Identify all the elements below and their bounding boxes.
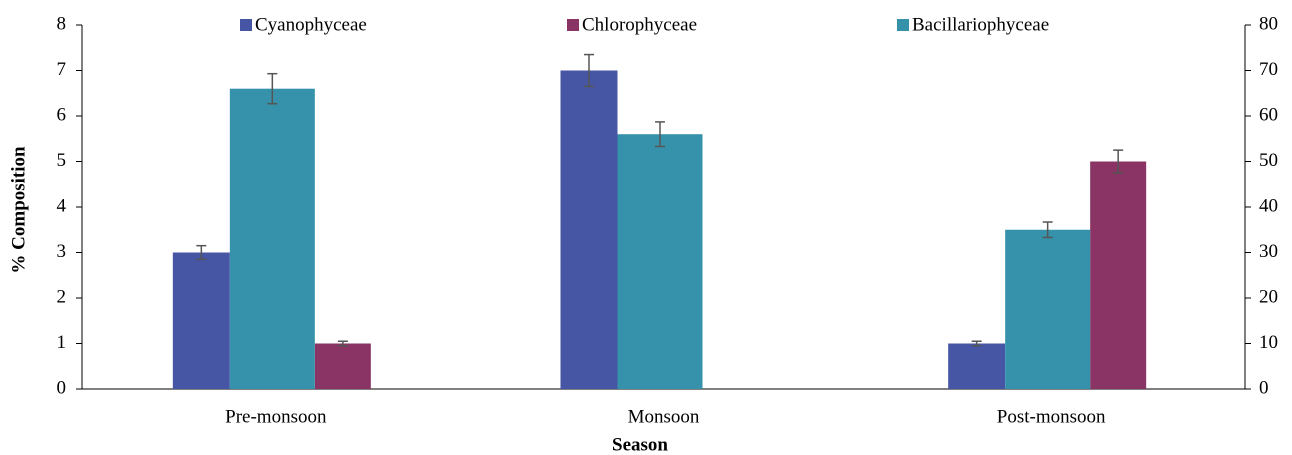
x-tick-label: Monsoon — [628, 406, 700, 427]
y2-tick-label: 10 — [1259, 332, 1278, 353]
bar — [229, 88, 315, 389]
y2-tick-label: 0 — [1259, 377, 1269, 398]
x-axis-title: Season — [612, 434, 668, 455]
bar — [1090, 161, 1147, 389]
y-tick-label: 6 — [57, 104, 67, 125]
error-bar — [267, 72, 278, 105]
bar — [948, 343, 1006, 389]
y-tick-label: 7 — [57, 59, 67, 80]
error-bar — [971, 340, 982, 347]
legend-label: Chlorophyceae — [582, 14, 697, 35]
error-bar — [1042, 221, 1053, 239]
y2-tick-label: 80 — [1259, 13, 1278, 34]
error-bar — [584, 53, 594, 88]
y-tick-label: 3 — [57, 241, 67, 262]
x-tick-label: Pre-monsoon — [225, 406, 327, 427]
error-bar — [1113, 149, 1124, 174]
y2-tick-label: 70 — [1259, 59, 1278, 80]
y2-tick-label: 30 — [1259, 241, 1278, 262]
x-tick-label: Post-monsoon — [997, 406, 1106, 427]
y-tick-label: 1 — [57, 332, 67, 353]
legend-label: Cyanophyceae — [255, 14, 367, 35]
bar — [617, 134, 703, 389]
y-tick-label: 8 — [57, 13, 67, 34]
y2-tick-label: 60 — [1259, 104, 1278, 125]
bar — [314, 343, 371, 389]
y-tick-label: 5 — [57, 150, 67, 171]
bar — [172, 252, 230, 389]
legend-label: Bacillariophyceae — [912, 14, 1049, 35]
y2-tick-label: 40 — [1259, 195, 1278, 216]
legend-swatch — [897, 19, 909, 31]
y-tick-label: 2 — [57, 286, 67, 307]
error-bar — [655, 121, 665, 148]
legend-swatch — [240, 19, 252, 31]
error-bar — [337, 340, 348, 347]
error-bar — [196, 244, 207, 261]
legend-swatch — [567, 19, 579, 31]
y-tick-label: 4 — [57, 195, 67, 216]
y-tick-label: 0 — [57, 377, 67, 398]
y2-tick-label: 50 — [1259, 150, 1278, 171]
y2-tick-label: 20 — [1259, 286, 1278, 307]
y-axis-title: % Composition — [8, 146, 29, 274]
bar — [1005, 229, 1091, 389]
bar — [560, 70, 618, 389]
